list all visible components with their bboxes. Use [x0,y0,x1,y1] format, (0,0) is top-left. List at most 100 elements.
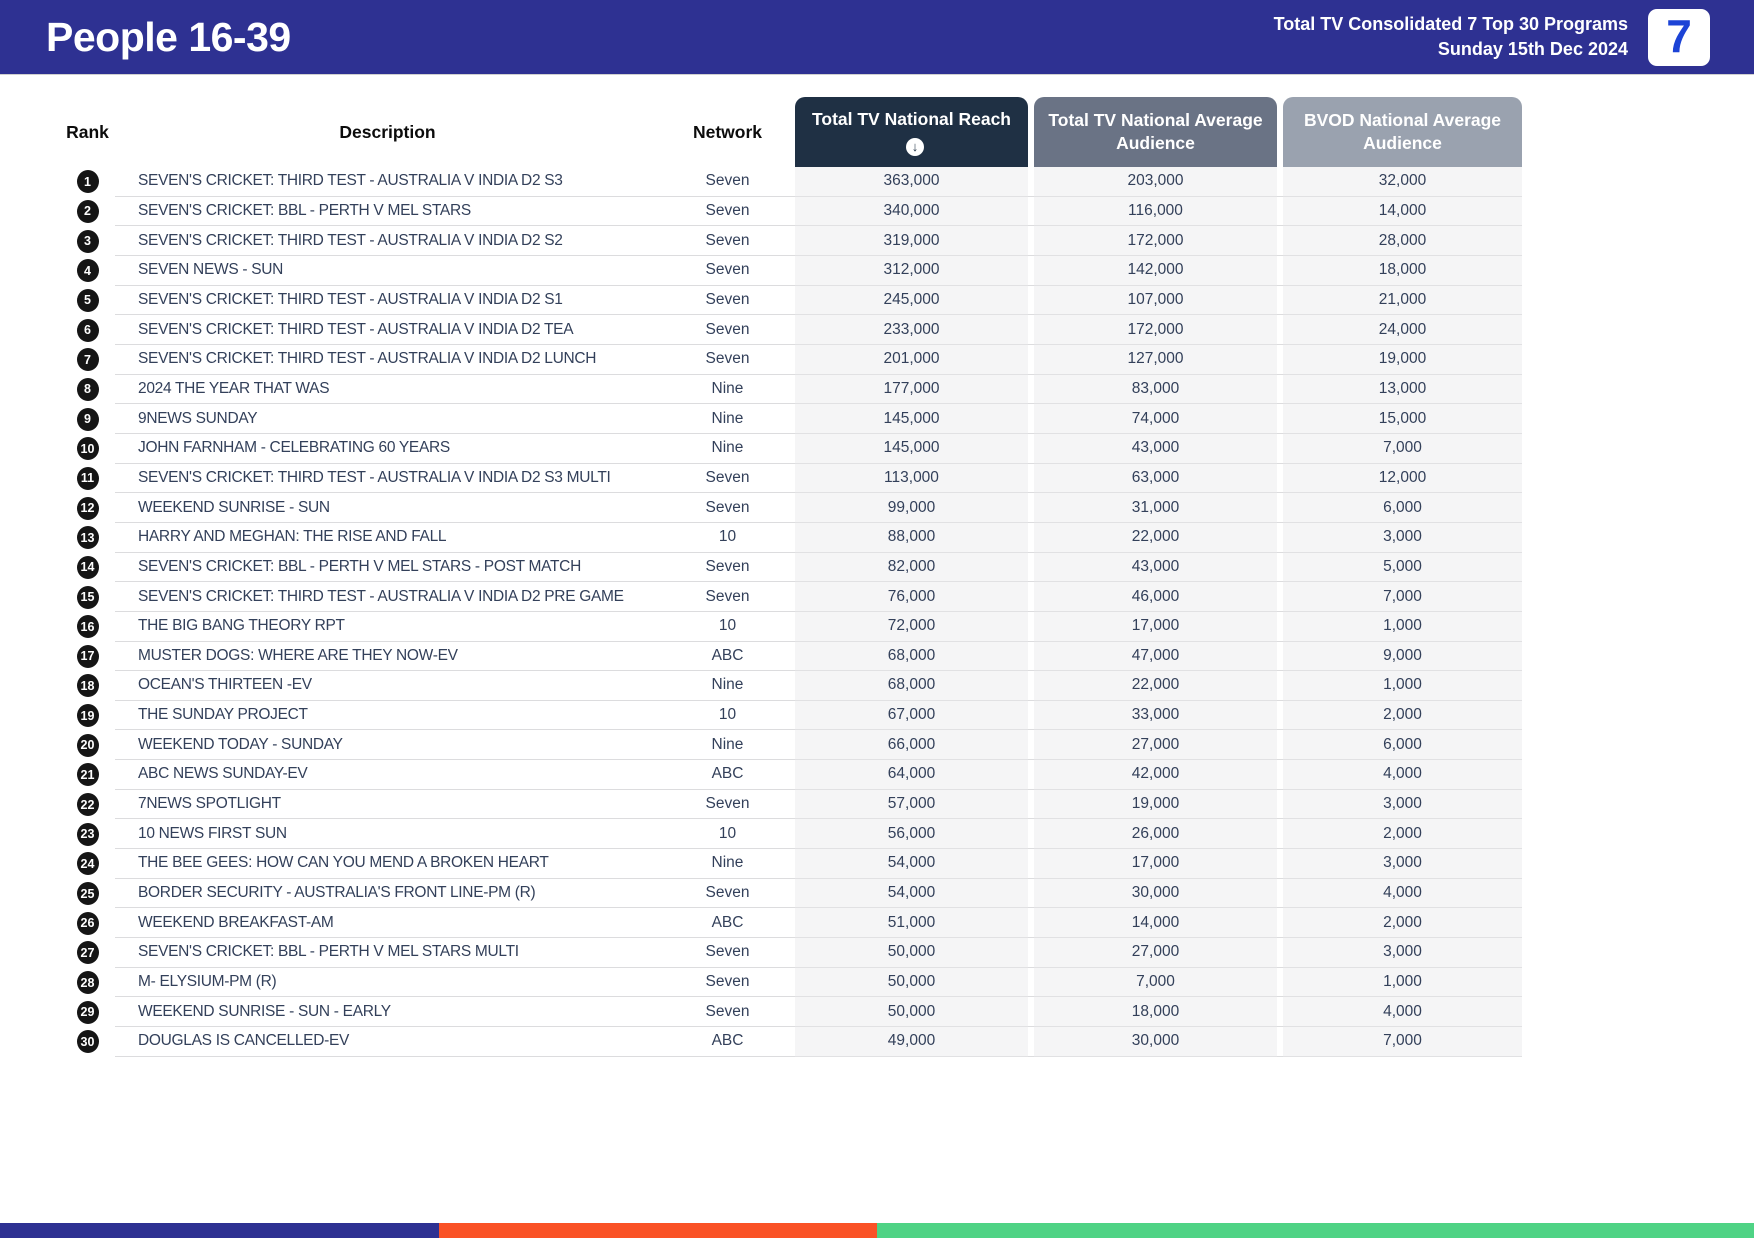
reach-value: 177,000 [795,374,1028,405]
column-gap [1028,286,1034,316]
footer-stripe [0,1223,1754,1238]
avg-audience-value: 172,000 [1034,315,1277,345]
column-gap [1028,671,1034,701]
reach-value: 66,000 [795,730,1028,761]
rank-cell: 30 [60,1027,115,1057]
table-row: 16 THE BIG BANG THEORY RPT 10 72,000 17,… [60,611,1522,642]
network-value: ABC [660,760,795,790]
network-value: Seven [660,582,795,612]
rank-badge: 25 [76,882,99,906]
program-description: 9NEWS SUNDAY [115,404,660,434]
reach-value: 245,000 [795,285,1028,316]
table-row: 11 SEVEN'S CRICKET: THIRD TEST - AUSTRAL… [60,463,1522,494]
bvod-audience-value: 5,000 [1283,552,1522,583]
column-gap [1028,523,1034,553]
table-row: 5 SEVEN'S CRICKET: THIRD TEST - AUSTRALI… [60,285,1522,316]
rank-cell: 20 [60,730,115,760]
column-gap [1028,375,1034,405]
rank-badge: 26 [76,911,99,935]
rank-badge: 1 [76,170,99,194]
table-row: 6 SEVEN'S CRICKET: THIRD TEST - AUSTRALI… [60,315,1522,345]
avg-audience-value: 74,000 [1034,404,1277,434]
network-value: Nine [660,730,795,761]
program-description: M- ELYSIUM-PM (R) [115,968,660,998]
reach-value: 145,000 [795,404,1028,434]
reach-value: 56,000 [795,819,1028,850]
rank-badge: 13 [76,526,99,550]
program-description: WEEKEND SUNRISE - SUN - EARLY [115,997,660,1028]
seven-logo-glyph: 7 [1666,9,1692,62]
bvod-audience-value: 2,000 [1283,908,1522,939]
rank-cell: 22 [60,790,115,820]
bvod-audience-value: 7,000 [1283,582,1522,612]
bvod-audience-value: 7,000 [1283,1027,1522,1057]
column-gap [1277,849,1283,879]
column-gap [1028,642,1034,672]
rank-cell: 23 [60,819,115,849]
table-row: 22 7NEWS SPOTLIGHT Seven 57,000 19,000 3… [60,789,1522,820]
avg-audience-value: 14,000 [1034,908,1277,939]
rank-badge: 2 [76,199,99,223]
column-gap [1277,256,1283,286]
network-value: Seven [660,464,795,494]
reach-value: 233,000 [795,315,1028,345]
avg-audience-value: 30,000 [1034,1027,1277,1057]
network-value: Seven [660,553,795,583]
reach-value: 68,000 [795,641,1028,672]
rank-cell: 3 [60,226,115,256]
avg-audience-value: 142,000 [1034,255,1277,286]
rank-cell: 17 [60,642,115,672]
bvod-audience-value: 1,000 [1283,671,1522,701]
column-header-bvod-audience-label: BVOD National Average Audience [1303,110,1502,153]
avg-audience-value: 17,000 [1034,611,1277,642]
table-row: 24 THE BEE GEES: HOW CAN YOU MEND A BROK… [60,849,1522,879]
bvod-audience-value: 4,000 [1283,760,1522,790]
reach-value: 76,000 [795,582,1028,612]
column-header-avg-audience[interactable]: Total TV National Average Audience [1034,97,1277,167]
network-value: 10 [660,523,795,553]
reach-value: 340,000 [795,196,1028,227]
avg-audience-value: 203,000 [1034,167,1277,197]
column-gap [1277,671,1283,701]
avg-audience-value: 42,000 [1034,760,1277,790]
rank-badge: 19 [76,704,99,728]
network-value: Seven [660,938,795,968]
avg-audience-value: 172,000 [1034,226,1277,256]
report-subtitle-line1: Total TV Consolidated 7 Top 30 Programs [1273,14,1628,34]
program-description: DOUGLAS IS CANCELLED-EV [115,1027,660,1057]
bvod-audience-value: 21,000 [1283,285,1522,316]
network-value: Seven [660,493,795,523]
rank-cell: 15 [60,582,115,612]
column-gap [1277,315,1283,345]
column-gap [1028,1027,1034,1057]
bvod-audience-value: 28,000 [1283,226,1522,256]
report-header: People 16-39 Total TV Consolidated 7 Top… [0,0,1754,75]
rank-badge: 17 [76,644,99,668]
program-description: SEVEN'S CRICKET: BBL - PERTH V MEL STARS [115,197,660,227]
column-gap [1028,790,1034,820]
column-header-avg-audience-label: Total TV National Average Audience [1048,110,1263,153]
avg-audience-value: 46,000 [1034,582,1277,612]
reach-value: 54,000 [795,878,1028,909]
bvod-audience-value: 4,000 [1283,997,1522,1028]
network-value: Seven [660,997,795,1028]
column-gap [1277,730,1283,761]
bvod-audience-value: 14,000 [1283,196,1522,227]
column-gap [1028,197,1034,227]
table-row: 8 2024 THE YEAR THAT WAS Nine 177,000 83… [60,374,1522,405]
column-header-reach[interactable]: Total TV National Reach ↓ [795,97,1028,167]
table-row: 18 OCEAN'S THIRTEEN -EV Nine 68,000 22,0… [60,671,1522,701]
column-gap [1028,256,1034,286]
program-description: SEVEN'S CRICKET: THIRD TEST - AUSTRALIA … [115,167,660,197]
rank-badge: 11 [76,466,99,490]
rank-cell: 14 [60,553,115,583]
rank-cell: 28 [60,968,115,998]
table-row: 3 SEVEN'S CRICKET: THIRD TEST - AUSTRALI… [60,226,1522,256]
rank-badge: 23 [76,822,99,846]
reach-value: 201,000 [795,344,1028,375]
table-row: 13 HARRY AND MEGHAN: THE RISE AND FALL 1… [60,522,1522,553]
program-description: THE BEE GEES: HOW CAN YOU MEND A BROKEN … [115,849,660,879]
network-value: Nine [660,375,795,405]
column-header-bvod-audience[interactable]: BVOD National Average Audience [1283,97,1522,167]
